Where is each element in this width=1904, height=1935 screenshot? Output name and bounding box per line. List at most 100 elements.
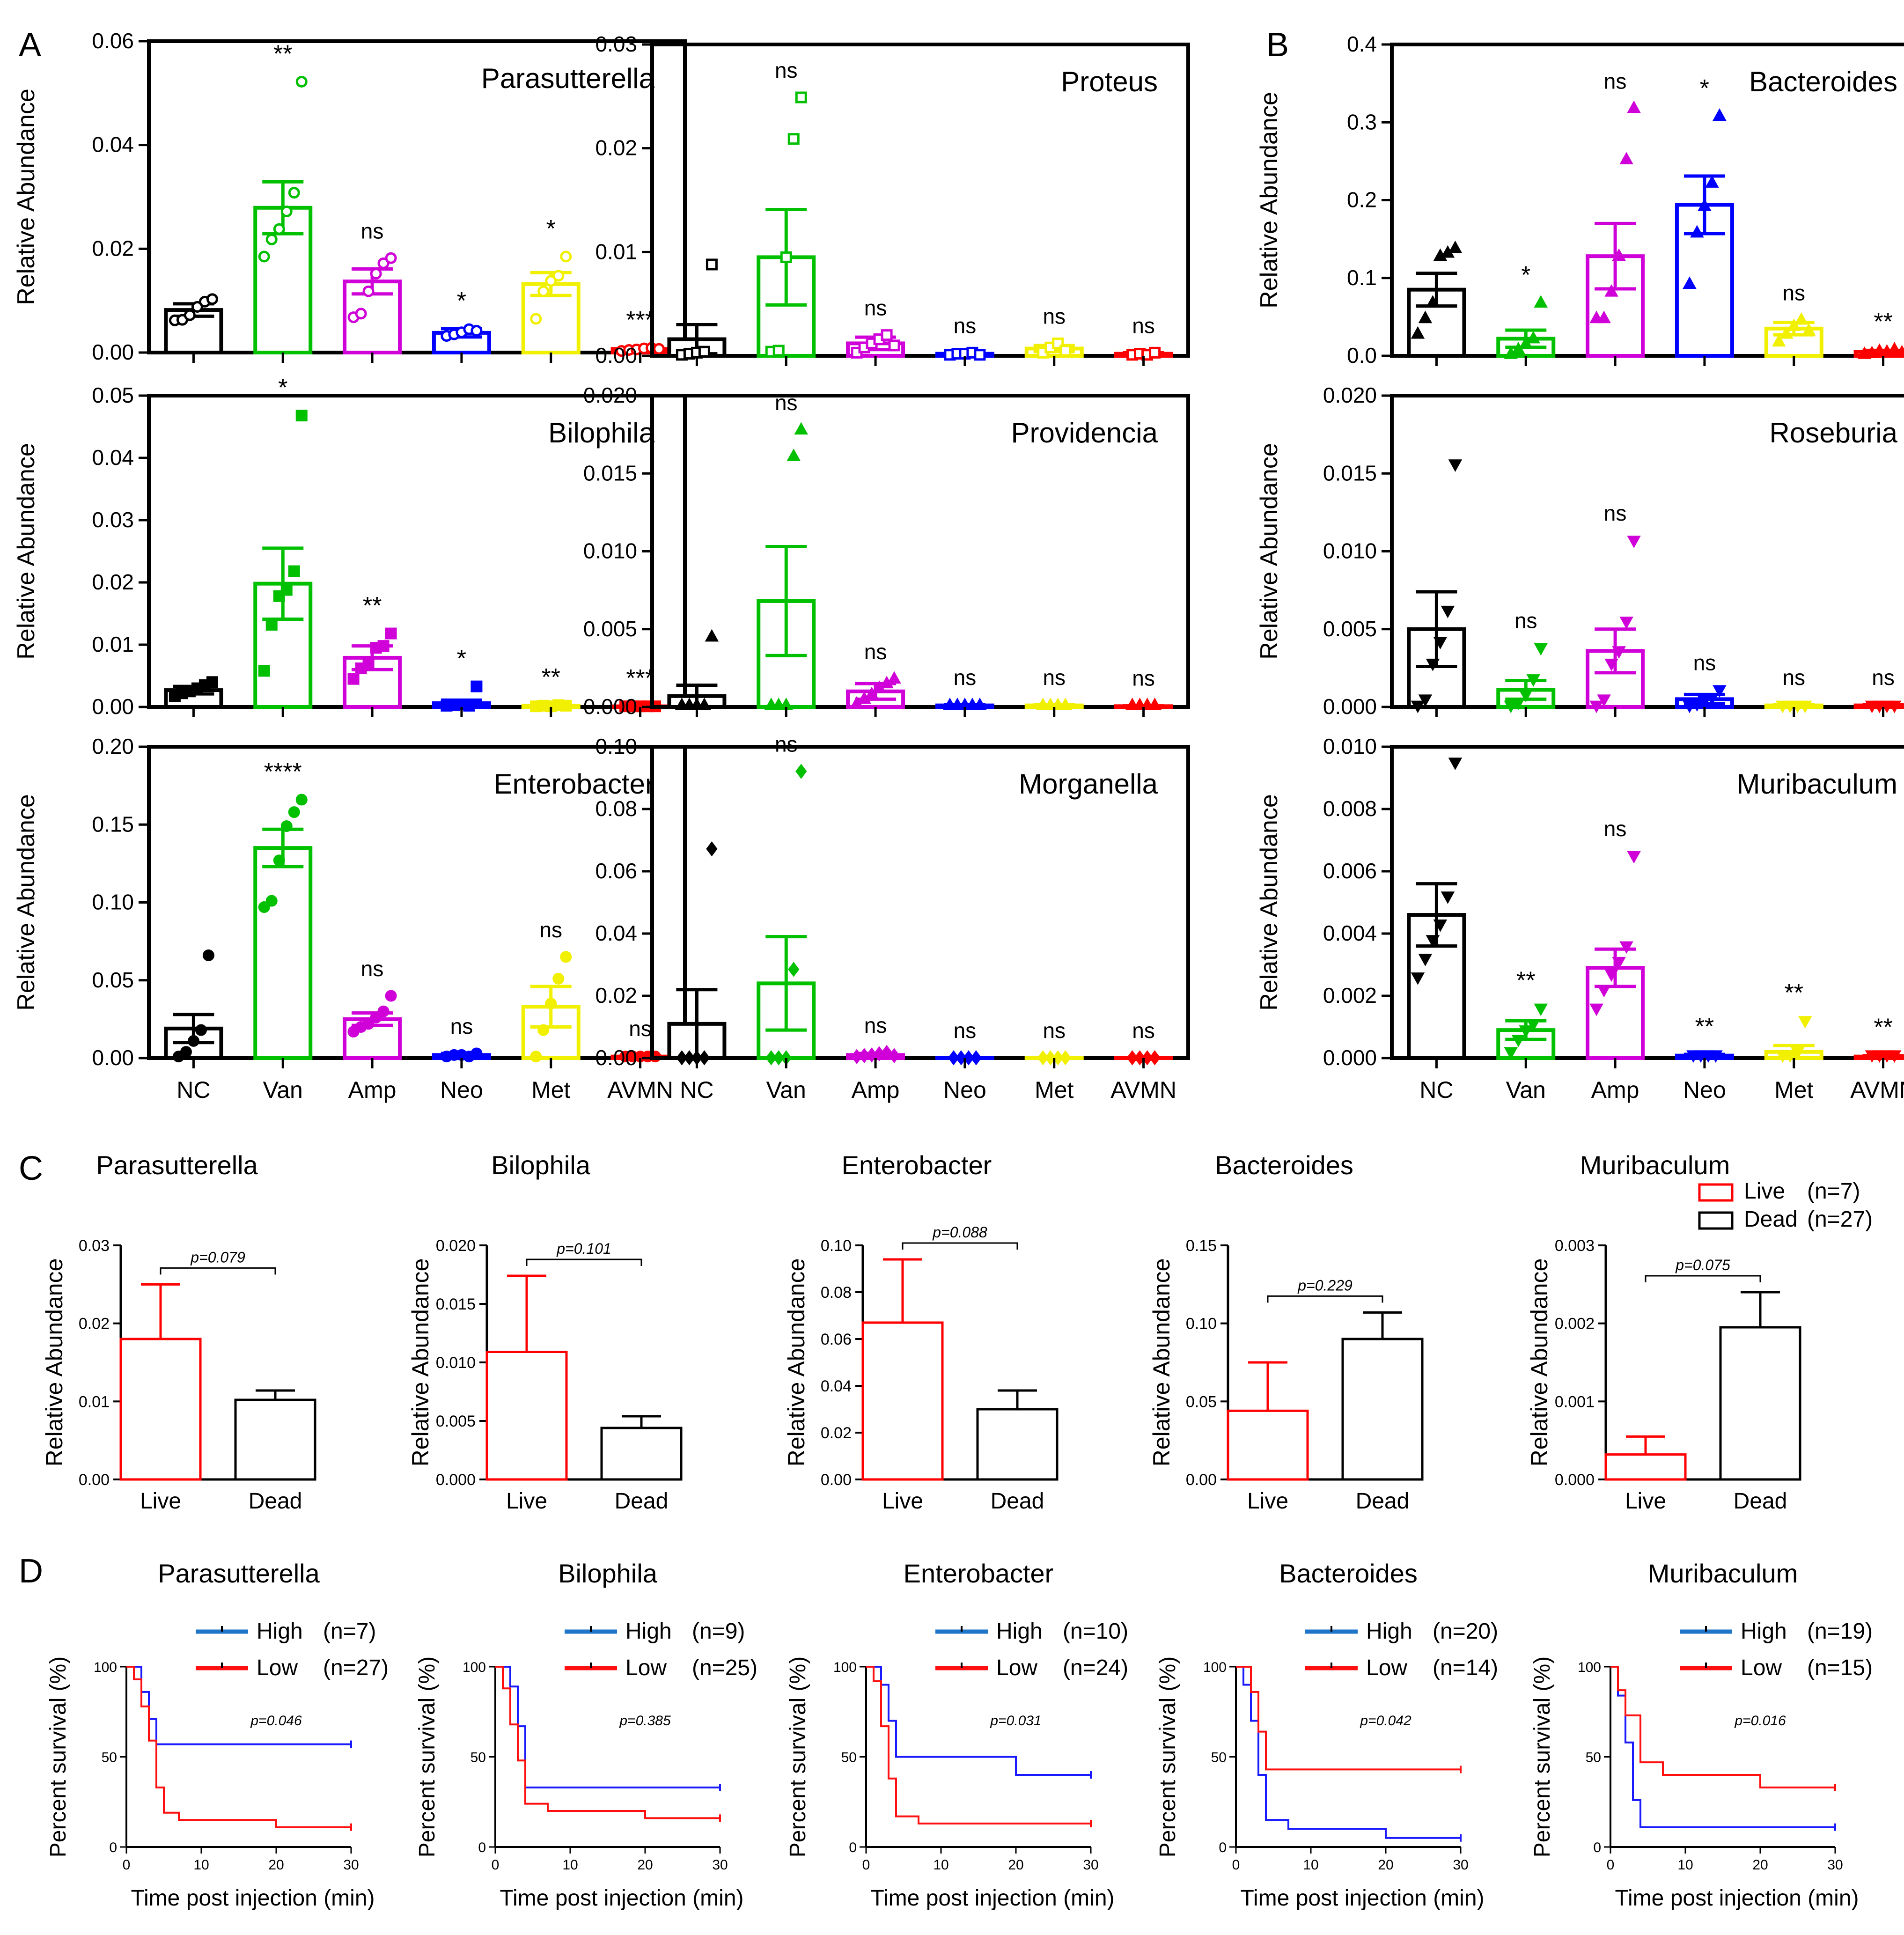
y-tick-label: 0.020 (583, 383, 637, 407)
data-point (370, 1012, 382, 1024)
data-point (1705, 175, 1719, 188)
data-point (280, 820, 293, 832)
data-point (1597, 310, 1611, 324)
data-point (470, 1047, 483, 1059)
significance-label: ns (1782, 665, 1805, 690)
significance-label: ns (1043, 304, 1066, 328)
x-tick-label: Met (1035, 1077, 1073, 1103)
legend-count: (n=25) (692, 1655, 757, 1680)
data-point (1426, 935, 1440, 948)
x-axis-label: Time post injection (min) (500, 1886, 743, 1911)
data-point (1433, 637, 1448, 650)
y-tick-label: 0.02 (595, 983, 637, 1008)
data-point (1141, 1050, 1153, 1066)
data-point (1713, 108, 1727, 121)
bar (1407, 287, 1466, 358)
data-point (765, 1050, 777, 1066)
y-tick-label: 0.020 (436, 1237, 476, 1255)
survival-curve-high (126, 1666, 351, 1745)
y-tick-label: 100 (463, 1660, 486, 1675)
chart-title: Bilophila (491, 1150, 591, 1180)
y-tick-label: 0.010 (1323, 539, 1377, 563)
data-point (288, 187, 300, 199)
y-axis-label: Relative Abundance (783, 1258, 809, 1467)
data-point (1519, 1025, 1533, 1038)
bar (234, 1398, 316, 1481)
x-tick-label: 10 (1303, 1857, 1318, 1873)
data-point (1589, 310, 1603, 324)
y-tick-label: 0.06 (821, 1331, 852, 1348)
panel-letter-c: C (19, 1150, 43, 1187)
bar-chart-bilophila: 0.00 0.01 0.02 0.03 0.04 0.05 Relative Abundan… (13, 375, 687, 719)
data-point (1683, 276, 1697, 289)
x-tick-label: 0 (1232, 1857, 1240, 1873)
data-point (676, 1050, 688, 1066)
x-tick-label: Dead (1734, 1489, 1787, 1514)
significance-label: * (278, 375, 287, 402)
survival-chart-enterobacter: Enterobacter 0 50 100 0 10 20 30 Percent surviva… (786, 1559, 1128, 1911)
data-point (1776, 1050, 1790, 1063)
y-tick-label: 0.04 (92, 132, 134, 157)
data-point (1779, 326, 1794, 339)
data-point (280, 584, 293, 596)
data-point (1059, 698, 1073, 710)
y-tick-label: 0.015 (583, 461, 637, 485)
data-point (537, 1024, 550, 1036)
significance-label: ns (775, 390, 798, 415)
data-point (1037, 1050, 1049, 1066)
survival-curve-low (866, 1666, 1091, 1825)
y-axis-label: Relative Abundance (407, 1258, 434, 1467)
x-tick-label: NC (176, 1077, 210, 1103)
data-point (1426, 658, 1440, 671)
data-point (265, 618, 278, 631)
x-tick-label: 10 (193, 1857, 209, 1873)
data-point (1044, 698, 1058, 710)
data-point (974, 349, 986, 361)
data-point (355, 308, 367, 320)
bar-chart-proteus: 0.00 0.01 0.02 0.03 Proteus ns ns ns ns ns (595, 32, 1190, 368)
data-point (1597, 694, 1611, 707)
data-point (773, 1050, 785, 1066)
data-point (258, 665, 270, 677)
data-point (295, 75, 308, 88)
y-tick-label: 0.00 (92, 694, 134, 719)
data-point (1448, 240, 1463, 253)
data-point (1713, 685, 1727, 698)
y-axis-label: Relative Abundance (1256, 443, 1283, 660)
data-point (191, 301, 203, 313)
live-dead-chart-muribaculum: Muribaculum 0.000 0.001 0.002 0.003Relative … (1526, 1150, 1801, 1514)
legend-label: Low (1741, 1655, 1782, 1680)
bar (119, 1338, 202, 1481)
data-point (1794, 312, 1808, 325)
legend-label: Low (1366, 1655, 1407, 1680)
data-point (1589, 700, 1603, 714)
data-point (530, 1051, 542, 1063)
y-tick-label: 100 (833, 1660, 857, 1675)
p-value-label: p=0.229 (1297, 1277, 1353, 1294)
y-tick-label: 0 (849, 1840, 857, 1855)
data-point (385, 990, 397, 1002)
significance-label: ** (1785, 979, 1803, 1007)
bar (1341, 1338, 1424, 1481)
chart-title: Enterobacter (493, 768, 654, 800)
y-tick-label: 100 (94, 1660, 117, 1675)
x-axis-label: Time post injection (min) (131, 1886, 375, 1911)
y-tick-label: 0.003 (1555, 1237, 1595, 1255)
chart-title: Enterobacter (842, 1150, 992, 1180)
data-point (1059, 1050, 1071, 1066)
data-point (1044, 1050, 1056, 1066)
data-point (788, 962, 800, 977)
significance-label: ns (954, 665, 977, 690)
data-point (943, 698, 957, 710)
x-tick-label: Neo (440, 1077, 483, 1103)
data-point (273, 854, 285, 867)
y-axis-label: Relative Abundance (1256, 92, 1283, 309)
plot-frame (147, 394, 687, 709)
data-point (273, 223, 285, 235)
y-tick-label: 0.00 (92, 340, 134, 364)
y-tick-label: 0.04 (595, 921, 637, 945)
survival-chart-bilophila: Bilophila 0 50 100 0 10 20 30 Percent survival (… (415, 1559, 757, 1911)
x-tick-label: 20 (268, 1857, 284, 1873)
data-point (1612, 646, 1626, 659)
data-point (1627, 100, 1641, 113)
